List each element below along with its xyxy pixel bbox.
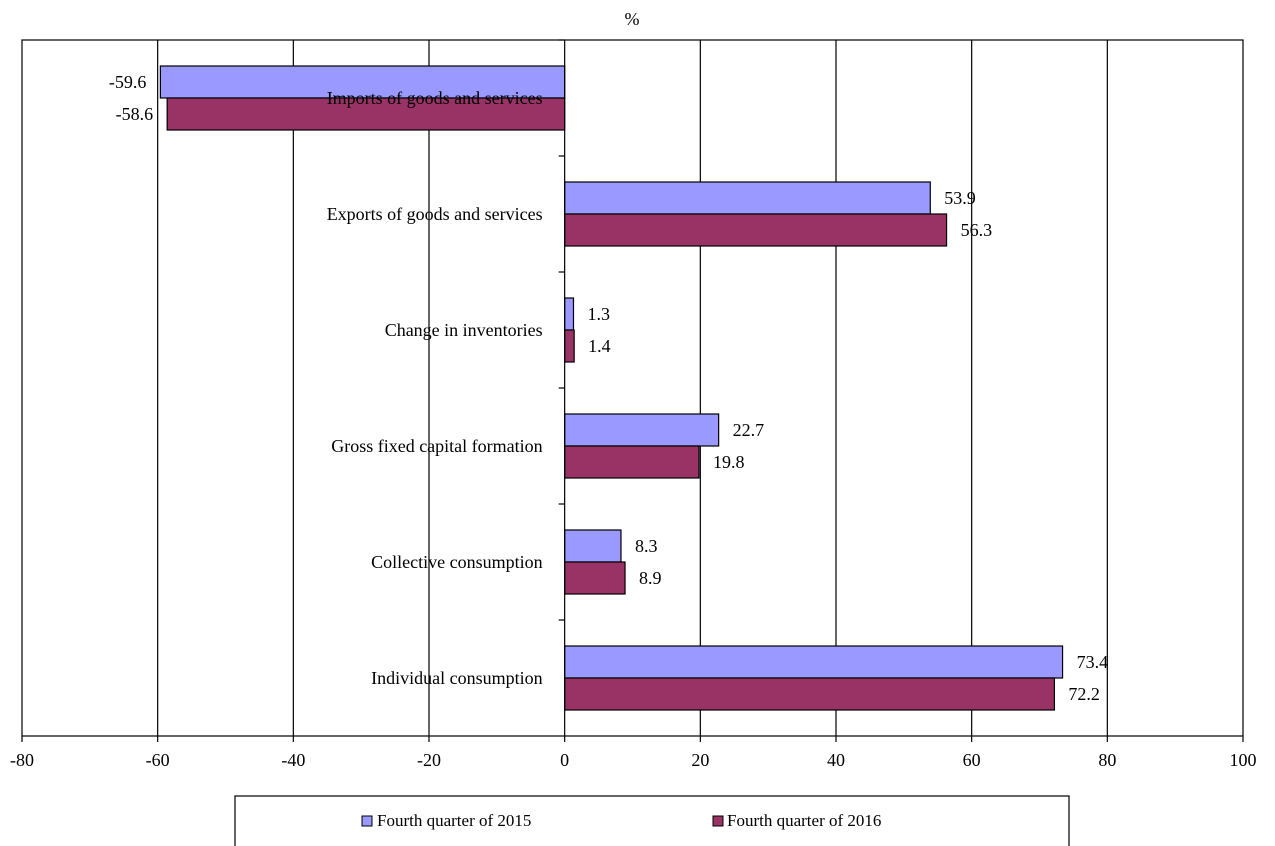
data-label: 73.4 [1077,652,1109,672]
data-label: -59.6 [109,72,147,92]
bar [564,213,948,247]
x-tick-label: -60 [146,750,170,770]
x-tick-label: -20 [417,750,441,770]
category-label: Imports of goods and services [327,88,543,108]
bar [564,329,575,363]
legend-swatch-2015 [361,815,373,827]
data-label: -58.6 [116,104,154,124]
category-label: Collective consumption [371,552,542,572]
legend-label-2016: Fourth quarter of 2016 [727,811,881,830]
x-tick-label: 40 [827,750,845,770]
legend-swatch-2016 [712,815,724,827]
bar [564,445,700,479]
data-label: 8.3 [635,536,658,556]
data-label: 53.9 [944,188,976,208]
legend-label-2015: Fourth quarter of 2015 [377,811,531,830]
data-label: 22.7 [733,420,765,440]
bars [159,65,1064,711]
legend: Fourth quarter of 2015 Fourth quarter of… [234,795,1070,846]
data-label: 72.2 [1068,684,1100,704]
data-label: 19.8 [713,452,745,472]
x-tick-label: -40 [281,750,305,770]
data-label: 1.3 [587,304,610,324]
data-label: 1.4 [588,336,611,356]
x-tick-label: 0 [560,750,569,770]
plot-area [21,39,1244,737]
bar [564,645,1064,679]
x-tick-label: 20 [691,750,709,770]
x-tick-label: 60 [963,750,981,770]
data-label: 8.9 [639,568,662,588]
bar [564,561,626,595]
category-label: Exports of goods and services [327,204,543,224]
unit-label: % [625,9,640,29]
data-label: 56.3 [961,220,993,240]
bar [564,297,575,331]
bar [166,97,566,131]
category-label: Gross fixed capital formation [331,436,542,456]
bar [564,529,622,563]
x-tick-label: -80 [10,750,34,770]
gridlines [157,40,1108,736]
axes: -80 -60 -40 -20 0 20 40 60 80 100 [10,39,1257,770]
x-tick-label: 80 [1098,750,1116,770]
category-label: Change in inventories [385,320,543,340]
legend-box [234,795,1070,846]
x-tick-label: 100 [1230,750,1257,770]
bar [564,181,931,215]
category-label: Individual consumption [371,668,542,688]
bar [564,677,1056,711]
bar [564,413,720,447]
labels: -59.6 -58.6 Imports of goods and services 5… [109,72,1108,704]
